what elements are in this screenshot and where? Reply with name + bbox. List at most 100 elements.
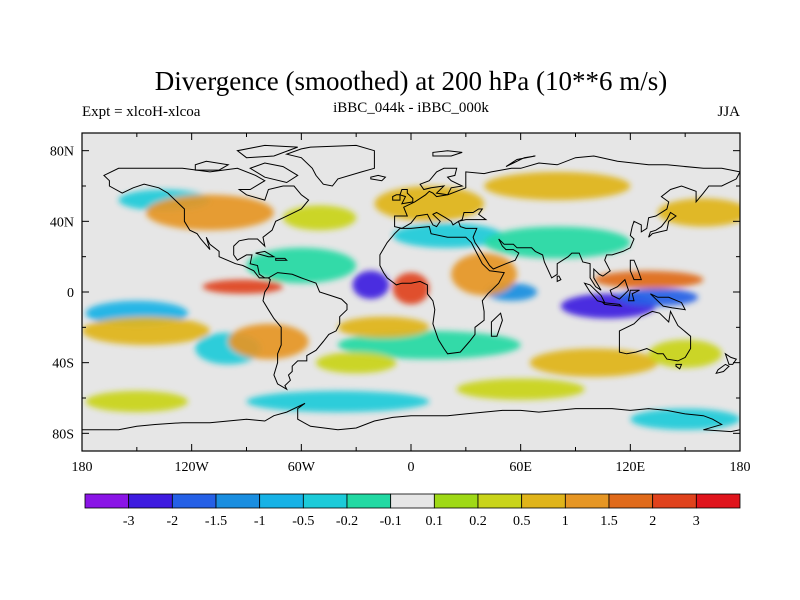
coastlines bbox=[82, 144, 740, 433]
map-title: Divergence (smoothed) at 200 hPa (10**6 … bbox=[155, 66, 667, 96]
colorbar-swatch bbox=[128, 493, 173, 509]
coast-iceland bbox=[370, 174, 387, 182]
colorbar-label: -0.5 bbox=[292, 514, 314, 529]
colorbar-label: 0.2 bbox=[469, 514, 487, 529]
lon-tick-label: 180 bbox=[72, 460, 93, 475]
coast-greenland bbox=[284, 144, 375, 187]
colorbar-swatch bbox=[346, 493, 392, 509]
field-region-29 bbox=[648, 339, 722, 368]
field-region-15 bbox=[593, 270, 704, 289]
field-region-20 bbox=[82, 316, 210, 345]
field-region-22 bbox=[529, 348, 658, 377]
colorbar-swatch bbox=[695, 493, 741, 509]
colorbar-label: -3 bbox=[123, 514, 135, 529]
lat-tick-label: 40N bbox=[50, 215, 74, 230]
colorbar-swatch bbox=[215, 493, 261, 509]
coast-australia bbox=[618, 309, 692, 362]
coast-ellesmere bbox=[236, 144, 298, 159]
coast-africa bbox=[379, 226, 505, 355]
coast-british-isles bbox=[399, 189, 414, 205]
experiment-label: Expt = xlcoH-xlcoa bbox=[82, 104, 201, 120]
coast-sri-lanka bbox=[556, 275, 562, 283]
field-region-17 bbox=[145, 194, 274, 231]
field-region-27 bbox=[85, 390, 188, 413]
coast-new-zealand bbox=[724, 352, 738, 365]
colorbar-label: -0.1 bbox=[380, 514, 402, 529]
lat-tick-label: 40S bbox=[52, 357, 74, 372]
colorbar-swatch bbox=[259, 493, 304, 509]
coast-madagascar bbox=[490, 312, 503, 337]
subtitle-label: iBBC_044k - iBBC_000k bbox=[333, 100, 489, 116]
coast-tasmania bbox=[675, 363, 683, 370]
colorbar-label: 1 bbox=[562, 514, 569, 529]
colorbar-label: -1.5 bbox=[205, 514, 227, 529]
season-label: JJA bbox=[717, 104, 740, 120]
colorbar-swatch bbox=[652, 493, 697, 509]
colorbar-swatch bbox=[84, 493, 130, 509]
colorbar-label: 0.1 bbox=[426, 514, 444, 529]
field-region-8 bbox=[246, 390, 430, 413]
field-region-18 bbox=[374, 186, 485, 222]
colorbar-swatch bbox=[302, 493, 348, 509]
colorbar-swatch bbox=[564, 493, 610, 509]
colorbar-swatch bbox=[608, 493, 654, 509]
field-region-10 bbox=[484, 226, 631, 259]
lat-tick-label: 80S bbox=[52, 427, 74, 442]
coast-novaya-zemlya bbox=[505, 155, 536, 168]
coast-south-america bbox=[262, 272, 348, 391]
colorbar-label: 1.5 bbox=[600, 514, 618, 529]
coast-antarctica bbox=[82, 402, 740, 433]
field-region-9 bbox=[630, 408, 740, 430]
colorbar-swatch bbox=[390, 493, 435, 509]
colorbar-swatch bbox=[171, 493, 217, 509]
coast-new-zealand-south bbox=[715, 363, 730, 375]
field-region-21 bbox=[228, 323, 309, 360]
coast-java bbox=[601, 301, 623, 307]
colorbar-label: 3 bbox=[693, 514, 700, 529]
coast-sulawesi bbox=[627, 289, 640, 302]
coast-cuba bbox=[255, 250, 276, 258]
coast-japan bbox=[648, 211, 677, 238]
coast-europe-asia bbox=[394, 155, 740, 291]
colorbar-swatch bbox=[433, 493, 479, 509]
field-region-24 bbox=[657, 198, 740, 227]
field-region-13 bbox=[202, 279, 283, 294]
lon-tick-label: 60W bbox=[288, 460, 316, 475]
colorbar: -3 -2 -1.5 -1 -0.5 -0.2 -0.1 0.1 0.2 0.5 1 1.5 2 3 bbox=[84, 493, 741, 529]
field-region-26 bbox=[456, 378, 585, 400]
colorbar-swatch bbox=[521, 493, 566, 509]
field-region-0 bbox=[352, 270, 390, 299]
field-region-14 bbox=[392, 272, 430, 305]
colorbar-label: 2 bbox=[649, 514, 656, 529]
coast-victoria-island bbox=[194, 160, 230, 171]
field-region-12 bbox=[337, 330, 521, 360]
coast-borneo bbox=[609, 278, 630, 300]
field-region-19 bbox=[484, 171, 631, 201]
lon-tick-label: 180 bbox=[730, 460, 751, 475]
latitude-axis: 80N 40N 0 40S 80S bbox=[50, 145, 740, 442]
lat-tick-label: 0 bbox=[67, 286, 74, 301]
coast-ireland bbox=[392, 194, 401, 201]
lon-tick-label: 120W bbox=[175, 460, 210, 475]
lat-tick-label: 80N bbox=[50, 145, 74, 160]
coast-new-guinea bbox=[650, 293, 687, 311]
longitude-axis: 180 120W 60W 0 60E 120E 180 bbox=[72, 133, 751, 475]
lon-tick-label: 120E bbox=[616, 460, 646, 475]
lon-tick-label: 0 bbox=[408, 460, 415, 475]
plot-area bbox=[81, 132, 741, 452]
coast-philippines bbox=[629, 259, 643, 281]
coast-svalbard bbox=[432, 150, 463, 157]
field-region-23 bbox=[337, 316, 430, 338]
coast-north-america bbox=[103, 167, 310, 279]
field-region-25 bbox=[283, 205, 357, 231]
coast-hispaniola bbox=[275, 257, 288, 261]
lon-tick-label: 60E bbox=[509, 460, 532, 475]
field-region-16 bbox=[451, 253, 517, 296]
coast-baffin bbox=[249, 162, 299, 184]
colorbar-label: -0.2 bbox=[336, 514, 358, 529]
colorbar-label: 0.5 bbox=[513, 514, 531, 529]
colorbar-label: -1 bbox=[254, 514, 266, 529]
field-region-28 bbox=[316, 352, 397, 374]
colorbar-label: -2 bbox=[166, 514, 178, 529]
